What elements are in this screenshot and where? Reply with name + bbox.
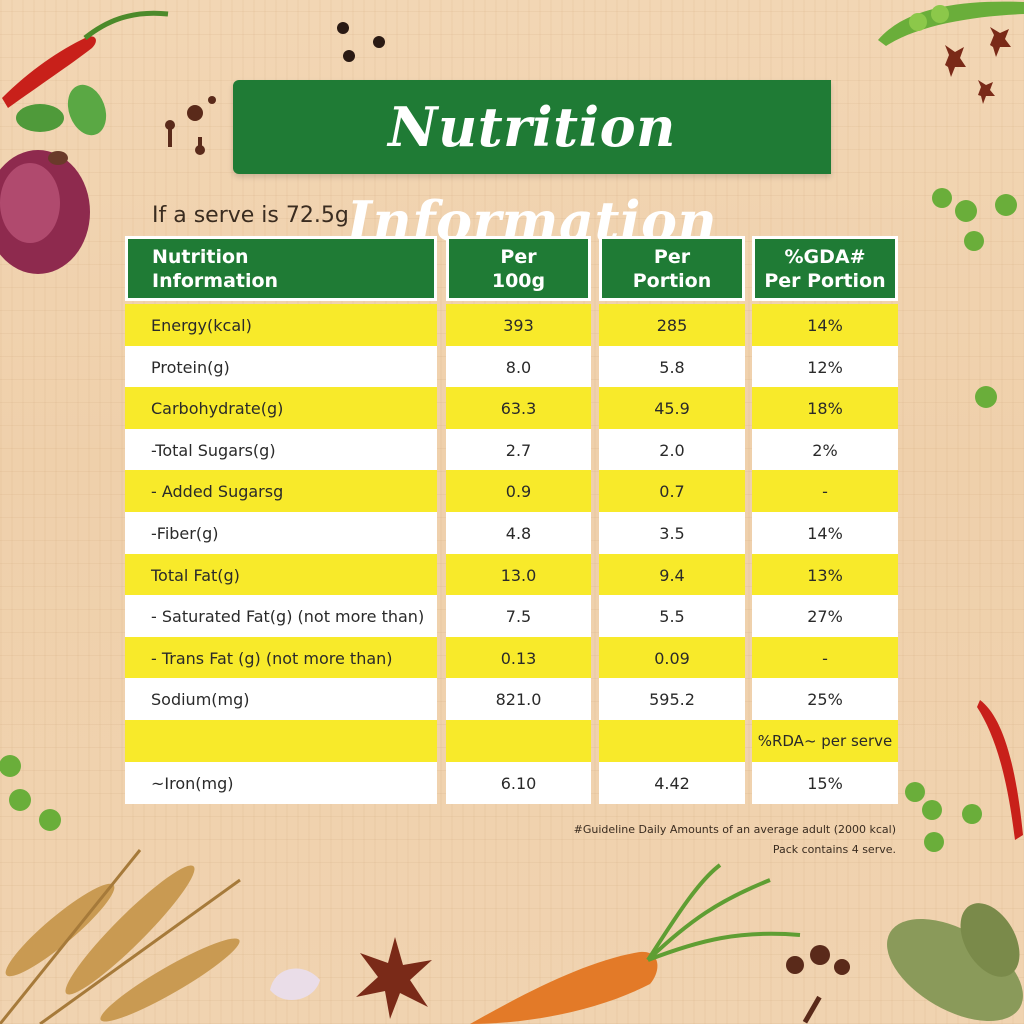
- cloves-bottom-icon: [786, 945, 850, 1024]
- table-cell-portion: 595.2: [599, 678, 745, 720]
- table-cell-gda: 18%: [752, 387, 898, 429]
- table-cell-per100: 0.9: [446, 470, 591, 512]
- table-cell-per100: 0.13: [446, 637, 591, 679]
- table-cell-name: Energy(kcal): [125, 304, 437, 346]
- header-nutrition-information: Nutrition Information: [125, 236, 437, 301]
- table-cell-name: Total Fat(g): [125, 554, 437, 596]
- basil-leaf-icon: [16, 84, 107, 136]
- table-cell-portion: 5.5: [599, 595, 745, 637]
- nutrition-table: Nutrition Information Per 100g Per Porti…: [125, 236, 898, 811]
- red-chili-right-icon: [977, 700, 1023, 840]
- table-cell-name: -Total Sugars(g): [125, 429, 437, 471]
- table-cell-gda: -: [752, 637, 898, 679]
- garlic-icon: [270, 968, 320, 1001]
- chili-pepper-icon: [2, 10, 169, 108]
- table-cell-name: ~Iron(mg): [125, 762, 437, 804]
- footnote-pack: Pack contains 4 serve.: [772, 843, 896, 856]
- table-cell-per100: 821.0: [446, 678, 591, 720]
- table-cell-name: Protein(g): [125, 346, 437, 388]
- table-cell-name: [125, 720, 437, 762]
- table-cell-portion: 0.7: [599, 470, 745, 512]
- table-cell-gda: 12%: [752, 346, 898, 388]
- table-cell-portion: 45.9: [599, 387, 745, 429]
- peas-right-icon: [905, 782, 982, 852]
- star-anise-icon: [945, 27, 1011, 104]
- table-cell-gda: 25%: [752, 678, 898, 720]
- table-cell-gda: 15%: [752, 762, 898, 804]
- table-cell-name: - Trans Fat (g) (not more than): [125, 637, 437, 679]
- table-cell-portion: 4.42: [599, 762, 745, 804]
- table-cell-gda: 2%: [752, 429, 898, 471]
- table-cell-per100: [446, 720, 591, 762]
- table-cell-portion: [599, 720, 745, 762]
- black-pepper-icon: [337, 22, 385, 62]
- green-peas-icon: [932, 188, 1017, 408]
- bay-leaf-icon: [887, 903, 1023, 1022]
- table-cell-gda: 13%: [752, 554, 898, 596]
- table-cell-per100: 8.0: [446, 346, 591, 388]
- header-per-100g: Per 100g: [446, 236, 591, 301]
- table-cell-per100: 63.3: [446, 387, 591, 429]
- table-cell-per100: 393: [446, 304, 591, 346]
- serve-size-note: If a serve is 72.5g: [152, 203, 349, 228]
- table-cell-name: Carbohydrate(g): [125, 387, 437, 429]
- table-cell-per100: 4.8: [446, 512, 591, 554]
- table-cell-name: - Added Sugarsg: [125, 470, 437, 512]
- peas-left-icon: [0, 755, 61, 831]
- table-cell-name: Sodium(mg): [125, 678, 437, 720]
- cloves-icon: [165, 96, 216, 155]
- wheat-icon: [0, 849, 241, 1024]
- table-cell-gda: 14%: [752, 512, 898, 554]
- table-cell-per100: 2.7: [446, 429, 591, 471]
- table-cell-portion: 0.09: [599, 637, 745, 679]
- table-cell-name: -Fiber(g): [125, 512, 437, 554]
- table-cell-gda: %RDA~ per serve: [752, 720, 898, 762]
- peas-pod-icon: [878, 1, 1024, 46]
- red-onion-icon: [0, 150, 90, 274]
- header-per-portion: Per Portion: [599, 236, 745, 301]
- table-cell-per100: 7.5: [446, 595, 591, 637]
- table-cell-portion: 3.5: [599, 512, 745, 554]
- table-cell-gda: -: [752, 470, 898, 512]
- table-cell-portion: 9.4: [599, 554, 745, 596]
- table-cell-portion: 285: [599, 304, 745, 346]
- table-cell-name: - Saturated Fat(g) (not more than): [125, 595, 437, 637]
- table-cell-per100: 6.10: [446, 762, 591, 804]
- table-cell-portion: 2.0: [599, 429, 745, 471]
- carrot-icon: [470, 863, 801, 1024]
- table-cell-gda: 14%: [752, 304, 898, 346]
- table-cell-portion: 5.8: [599, 346, 745, 388]
- table-cell-per100: 13.0: [446, 554, 591, 596]
- header-gda-per-portion: %GDA# Per Portion: [752, 236, 898, 301]
- title-banner: Nutrition Information: [233, 80, 831, 253]
- footnote-gda: #Guideline Daily Amounts of an average a…: [573, 823, 896, 836]
- star-anise-bottom-icon: [356, 937, 432, 1019]
- table-cell-gda: 27%: [752, 595, 898, 637]
